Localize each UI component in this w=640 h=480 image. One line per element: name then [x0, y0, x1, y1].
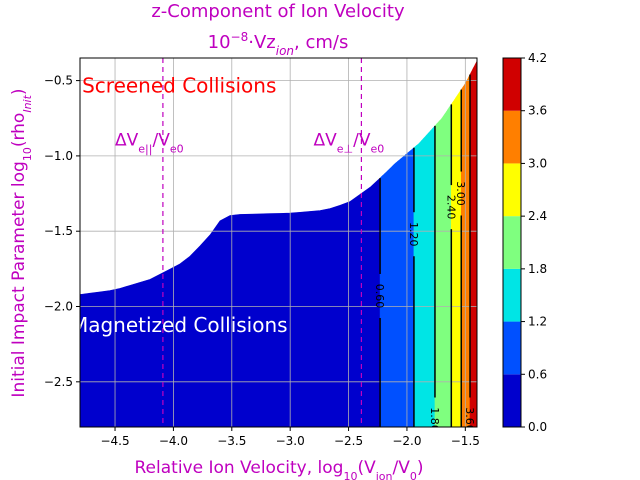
- title-line-1: z-Component of Ion Velocity: [151, 1, 405, 22]
- x-axis-label: Relative Ion Velocity, log10(Vion/V0): [135, 458, 424, 480]
- contour-band-1: [379, 147, 415, 427]
- x-tick-label-5: −2.0: [392, 434, 421, 448]
- x-tick-label-6: −1.5: [451, 434, 480, 448]
- colorbar-segment-1: [503, 321, 521, 375]
- colorbar-segment-0: [503, 374, 521, 427]
- plot-frame: [79, 57, 478, 428]
- y-tick-label-2: −1.5: [44, 224, 73, 238]
- colorbar-segment-6: [503, 58, 521, 111]
- colorbar-tick-label-7: 4.2: [528, 51, 547, 65]
- x-tick-label-3: −3.0: [276, 434, 305, 448]
- contour-label-1: 1.20: [407, 222, 420, 247]
- x-tick-label-1: −4.0: [159, 434, 188, 448]
- x-axis-ticks: −4.5 −4.0 −3.5 −3.0 −2.5 −2.0 −1.5: [100, 427, 480, 448]
- colorbar-tick-label-2: 1.2: [528, 315, 547, 329]
- colorbar-segment-5: [503, 110, 521, 164]
- vline-label-1: ΔVe⊥/Ve0: [314, 130, 385, 155]
- colorbar-frame: [502, 57, 522, 428]
- y-tick-label-4: −0.5: [44, 74, 73, 88]
- contour-band-3: [434, 103, 452, 427]
- colorbar-tick-label-0: 0.0: [528, 420, 547, 434]
- contour-band-2: [413, 125, 436, 427]
- colorbar-tick-label-3: 1.8: [528, 262, 547, 276]
- y-tick-label-3: −1.0: [44, 149, 73, 163]
- contour-band-6: [469, 60, 477, 427]
- x-tick-label-0: −4.5: [100, 434, 129, 448]
- vline-label-0: ΔVe||/Ve0: [115, 130, 184, 155]
- contour-label-3: 2.40: [444, 195, 457, 220]
- contour-band-0: [80, 177, 381, 427]
- plot-overlay: 0.60 1.20 1.80 2.403.00 3.60 ΔVe||/Ve0 ΔVe⊥/Ve…: [71, 58, 476, 432]
- plot-area: [80, 60, 477, 427]
- y-tick-label-1: −2.0: [44, 300, 73, 314]
- x-tick-label-2: −3.5: [217, 434, 246, 448]
- colorbar: 0.0 0.6 1.2 1.8 2.4 3.0 3.6 4.2: [502, 51, 547, 434]
- annotation-0: Screened Collisions: [82, 74, 276, 98]
- colorbar-segment-3: [503, 216, 521, 269]
- contour-label-4: 3.00: [454, 181, 467, 206]
- colorbar-segment-2: [503, 268, 521, 322]
- y-axis-ticks: −2.5 −2.0 −1.5 −1.0 −0.5: [44, 74, 80, 389]
- contour-label-2: 1.80: [428, 407, 441, 432]
- contour-label-0: 0.60: [373, 284, 386, 309]
- colorbar-segment-4: [503, 163, 521, 217]
- contour-band-4: [450, 88, 462, 427]
- title-line-2: 10−8·Vzion, cm/s: [208, 30, 349, 58]
- chart-title: z-Component of Ion Velocity 10−8·Vzion, …: [151, 1, 405, 58]
- colorbar-tick-label-4: 2.4: [528, 209, 547, 223]
- colorbar-tick-label-6: 3.6: [528, 104, 547, 118]
- y-axis-label: Initial Impact Parameter log10(rhoInit): [9, 88, 34, 397]
- colorbar-tick-label-1: 0.6: [528, 367, 547, 381]
- y-tick-label-0: −2.5: [44, 375, 73, 389]
- contour-label-5: 3.60: [463, 407, 476, 432]
- colorbar-tick-label-5: 3.0: [528, 156, 547, 170]
- annotation-1: Magnetized Collisions: [71, 313, 288, 337]
- x-tick-label-4: −2.5: [334, 434, 363, 448]
- grid-lines: [80, 58, 477, 427]
